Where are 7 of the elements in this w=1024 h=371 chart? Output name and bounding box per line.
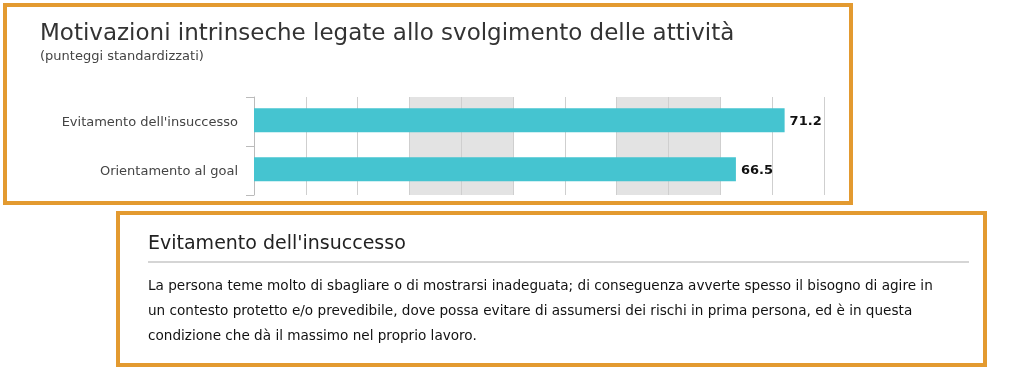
data-label: 71.2 xyxy=(789,112,822,128)
text: La persona teme molto di sbagliare o di mostrarsi inadeguata; di conseguenza avverte spesso il bisogno di agire in un contesto protetto e/o prevedibile, dove possa evitare di assumersi dei rischi in prima persona, ed è in questa condizione che dà il massimo nel proprio lavoro. xyxy=(148,276,934,345)
data-label: 66.5 xyxy=(740,161,773,177)
y-tick-label: Orientamento al goal xyxy=(99,163,238,178)
chart-title: Motivazioni intrinseche legate allo svolgimento delle attività xyxy=(40,18,735,45)
text: (punteggi standardizzati) xyxy=(40,48,204,63)
text: Evitamento dell'insuccesso xyxy=(148,231,969,263)
